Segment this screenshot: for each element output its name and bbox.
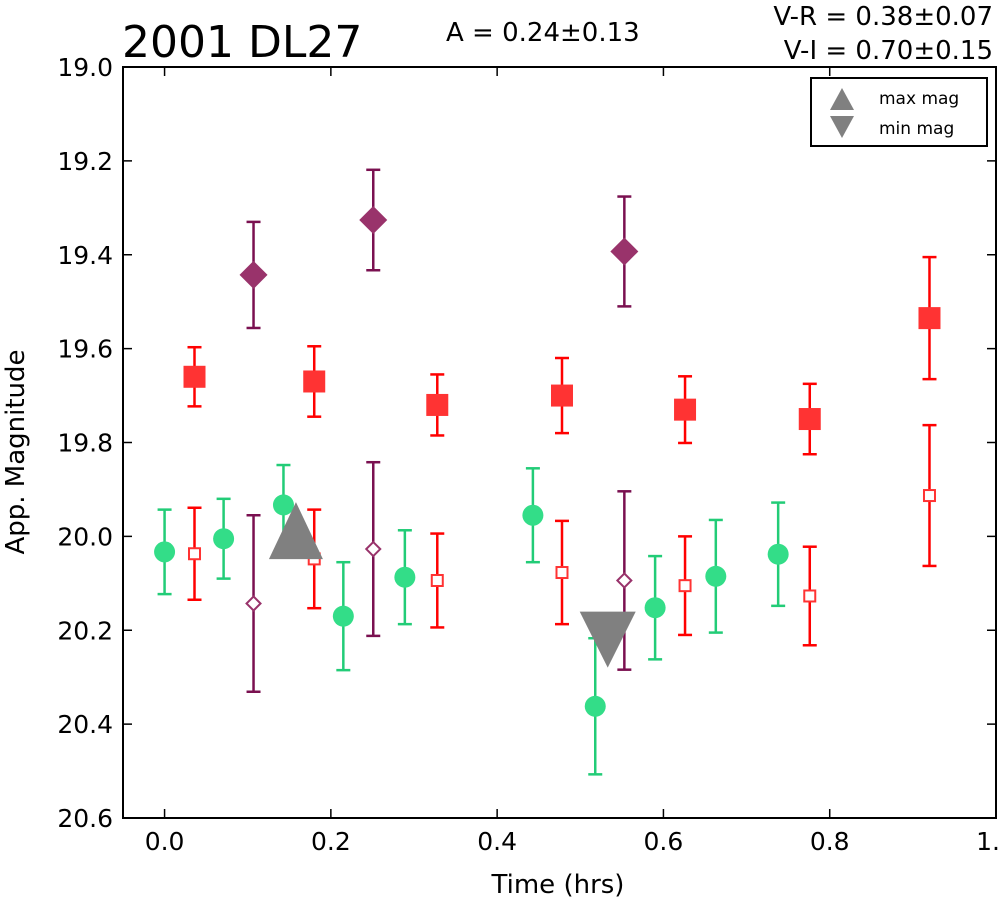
data-point xyxy=(705,565,727,587)
data-point xyxy=(803,589,817,603)
data-point xyxy=(426,393,449,416)
x-tick-label: 0.4 xyxy=(477,827,517,856)
x-tick-label: 0.2 xyxy=(311,827,351,856)
data-point xyxy=(610,237,639,266)
data-point xyxy=(674,398,697,421)
legend-min-mag-label: min mag xyxy=(879,119,954,139)
legend-max-mag-label: max mag xyxy=(879,89,959,109)
y-tick-label: 19.6 xyxy=(57,335,113,364)
legend-min-mag-icon xyxy=(830,116,854,138)
y-tick-label: 20.6 xyxy=(57,804,113,833)
data-point xyxy=(154,541,176,563)
data-point xyxy=(213,528,235,550)
axes: 0.0 0.2 0.4 0.6 0.8 1.0 19.0 19.2 19.4 19.6 19.8 20… xyxy=(57,53,1000,856)
series-square-filled xyxy=(183,255,941,456)
data-point xyxy=(272,494,294,516)
y-axis-label: App. Magnitude xyxy=(1,349,31,554)
data-point xyxy=(918,307,941,330)
series-diamond-open xyxy=(245,460,633,693)
data-point xyxy=(644,597,666,619)
data-point xyxy=(303,370,326,393)
data-point xyxy=(579,611,636,668)
data-point xyxy=(922,489,936,503)
data-point xyxy=(678,579,692,593)
data-point xyxy=(245,595,262,612)
data-point xyxy=(550,384,573,407)
data-point xyxy=(394,566,416,588)
v-i-annotation: V-I = 0.70±0.15 xyxy=(784,36,993,66)
y-tick-label: 19.4 xyxy=(57,241,113,270)
amplitude-annotation: A = 0.24±0.13 xyxy=(446,18,640,48)
x-axis-label: Time (hrs) xyxy=(491,870,625,900)
x-tick-label: 0.0 xyxy=(145,827,185,856)
y-tick-label: 20.2 xyxy=(57,616,113,645)
data-point xyxy=(359,206,388,235)
data-point xyxy=(364,540,382,558)
data-point xyxy=(239,260,268,289)
data-point xyxy=(188,547,202,561)
data-point xyxy=(584,695,606,717)
y-tick-label: 20.4 xyxy=(57,710,113,739)
y-tick-label: 19.0 xyxy=(57,53,113,82)
data-point xyxy=(268,502,323,560)
data-point xyxy=(522,504,544,526)
y-tick-label: 20.0 xyxy=(57,522,113,551)
data-point xyxy=(615,572,633,589)
legend: max mag min mag xyxy=(810,77,988,147)
chart-title: 2001 DL27 xyxy=(122,17,362,68)
y-tick-label: 19.2 xyxy=(57,147,113,176)
data-point xyxy=(430,573,444,587)
series-triangle-up xyxy=(268,502,323,560)
x-tick-label: 0.8 xyxy=(810,827,850,856)
x-tick-label: 0.6 xyxy=(644,827,684,856)
data-point xyxy=(555,566,569,580)
x-tick-label: 1.0 xyxy=(976,827,1000,856)
v-r-annotation: V-R = 0.38±0.07 xyxy=(773,2,993,32)
data-point xyxy=(767,543,789,565)
series-circle-filled xyxy=(154,463,789,776)
data-point xyxy=(332,605,354,627)
plot-frame xyxy=(122,66,997,819)
y-tick-label: 19.8 xyxy=(57,429,113,458)
data-point xyxy=(183,365,206,388)
data-point xyxy=(798,408,821,431)
series-triangle-down xyxy=(579,611,636,668)
chart-header: 2001 DL27 A = 0.24±0.13 V-R = 0.38±0.07 … xyxy=(122,2,993,68)
series-diamond-filled xyxy=(239,168,639,330)
plot-marks xyxy=(154,168,941,776)
legend-max-mag-icon xyxy=(830,88,854,110)
